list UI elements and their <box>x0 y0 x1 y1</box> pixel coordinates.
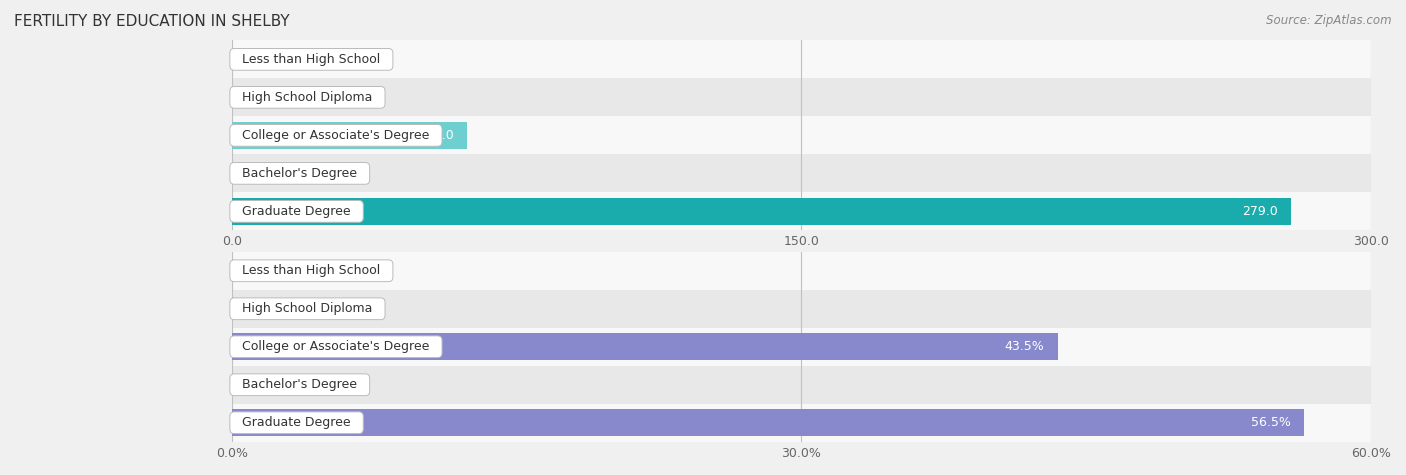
Text: College or Associate's Degree: College or Associate's Degree <box>235 340 437 353</box>
Text: High School Diploma: High School Diploma <box>235 302 381 315</box>
Bar <box>232 366 1371 404</box>
Bar <box>232 290 1371 328</box>
Bar <box>232 252 1371 290</box>
Text: Graduate Degree: Graduate Degree <box>235 205 359 218</box>
Bar <box>232 40 1371 78</box>
Text: Bachelor's Degree: Bachelor's Degree <box>235 167 366 180</box>
Text: Less than High School: Less than High School <box>235 53 388 66</box>
Bar <box>232 78 1371 116</box>
Bar <box>232 154 1371 192</box>
Text: Graduate Degree: Graduate Degree <box>235 416 359 429</box>
Bar <box>232 192 1371 230</box>
Text: 0.0%: 0.0% <box>246 378 277 391</box>
Text: 0.0: 0.0 <box>246 53 266 66</box>
Text: High School Diploma: High School Diploma <box>235 91 381 104</box>
Bar <box>232 409 1305 437</box>
Bar <box>232 404 1371 442</box>
Text: Source: ZipAtlas.com: Source: ZipAtlas.com <box>1267 14 1392 27</box>
Text: FERTILITY BY EDUCATION IN SHELBY: FERTILITY BY EDUCATION IN SHELBY <box>14 14 290 29</box>
Bar <box>232 116 1371 154</box>
Text: College or Associate's Degree: College or Associate's Degree <box>235 129 437 142</box>
Bar <box>232 328 1371 366</box>
Text: Bachelor's Degree: Bachelor's Degree <box>235 378 366 391</box>
Bar <box>232 122 467 149</box>
Text: 62.0: 62.0 <box>426 129 454 142</box>
Text: 0.0: 0.0 <box>246 91 266 104</box>
Text: Less than High School: Less than High School <box>235 264 388 277</box>
Bar <box>232 198 1291 225</box>
Text: 0.0%: 0.0% <box>246 302 277 315</box>
Text: 56.5%: 56.5% <box>1251 416 1291 429</box>
Text: 279.0: 279.0 <box>1241 205 1278 218</box>
Text: 0.0%: 0.0% <box>246 264 277 277</box>
Text: 0.0: 0.0 <box>246 167 266 180</box>
Bar <box>232 333 1057 361</box>
Text: 43.5%: 43.5% <box>1004 340 1045 353</box>
